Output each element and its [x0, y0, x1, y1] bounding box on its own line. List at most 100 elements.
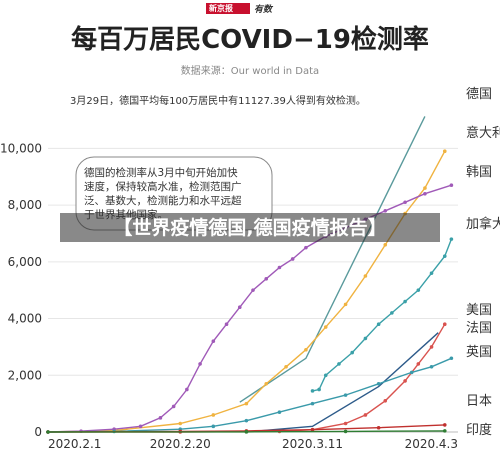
data-point [449, 356, 454, 361]
data-point [310, 427, 315, 432]
banner-background [60, 213, 440, 242]
series-line [47, 357, 452, 433]
data-point [363, 274, 368, 278]
country-label-italy: 意大利 [466, 125, 500, 141]
data-point [337, 362, 341, 366]
data-point [304, 347, 308, 352]
data-point [244, 418, 249, 423]
logo-text: 新京报 [209, 3, 233, 13]
data-point [350, 350, 354, 355]
data-point [442, 149, 447, 153]
series-line [48, 323, 446, 433]
data-point [264, 277, 269, 281]
data-point [383, 243, 388, 247]
data-point [343, 429, 348, 434]
annotation-line-2: 速度，保持较高水准，检测范围广 [84, 180, 242, 193]
series-france [246, 332, 439, 433]
data-point [376, 322, 381, 327]
logo: 新京报 有数 [206, 3, 274, 15]
x-tick-label: 2020.4.3 [405, 437, 458, 451]
series-usa [46, 322, 447, 434]
data-point [158, 416, 163, 420]
data-point [211, 424, 216, 429]
data-point [409, 370, 414, 375]
logo-badge [206, 3, 250, 14]
data-point [442, 254, 447, 258]
data-point [416, 362, 421, 366]
data-source: 数据来源：Our world in Data [181, 64, 319, 77]
data-point [416, 288, 421, 292]
data-point [376, 381, 381, 386]
data-point [403, 200, 407, 205]
x-tick-label: 2020.2.1 [48, 437, 101, 451]
data-point [290, 257, 295, 261]
data-point [429, 364, 434, 369]
country-label-india: 印度 [466, 422, 492, 438]
data-point [304, 245, 308, 250]
data-point [46, 430, 50, 434]
x-tick-label: 2020.2.20 [150, 437, 211, 451]
annotation-line-3: 泛、基数大，检测能力和水平远超 [84, 194, 242, 207]
y-tick-label: 6,000 [8, 255, 42, 269]
y-tick-label: 2,000 [8, 368, 42, 382]
series-canada [310, 237, 454, 393]
data-point [390, 311, 394, 315]
data-point [310, 401, 315, 406]
country-label-france: 法国 [466, 321, 492, 336]
data-point [442, 429, 447, 433]
top-annotation: 3月29日，德国平均每100万居民中有11127.39人得到有效检测。 [70, 94, 366, 107]
y-tick-label: 8,000 [8, 198, 42, 212]
data-point [423, 191, 427, 196]
data-point [244, 401, 249, 406]
data-point [237, 305, 242, 310]
country-label-korea: 韩国 [466, 165, 492, 180]
x-axis-ticks: 2020.2.1 2020.2.20 2020.3.11 2020.4.3 [48, 437, 458, 451]
data-point [277, 410, 282, 414]
data-point [264, 381, 269, 386]
series-group [46, 116, 454, 434]
series-germany [239, 116, 426, 403]
data-point [310, 389, 315, 393]
data-point [383, 208, 388, 213]
data-point [429, 271, 434, 275]
data-point [376, 425, 381, 430]
country-label-usa: 美国 [466, 303, 492, 318]
data-point [171, 404, 176, 409]
data-point [284, 364, 288, 369]
data-point [178, 421, 183, 426]
data-point [383, 399, 388, 403]
data-point [403, 299, 407, 304]
country-label-uk: 英国 [466, 345, 492, 360]
data-point [343, 421, 348, 426]
series-line [47, 430, 445, 433]
data-point [343, 393, 348, 397]
country-label-japan: 日本 [466, 394, 492, 409]
y-axis-ticks: 0 2,000 4,000 6,000 8,000 10,000 [0, 141, 42, 439]
data-point [138, 424, 143, 429]
data-point [317, 387, 321, 392]
banner-text: 【世界疫情德国,德国疫情报告】 [113, 216, 386, 239]
data-point [323, 325, 328, 329]
overlay-banner: 【世界疫情德国,德国疫情报告】 [60, 213, 440, 242]
data-point [198, 362, 202, 366]
data-point [442, 322, 447, 327]
data-point [363, 413, 368, 417]
series-line [246, 332, 439, 433]
data-point [185, 387, 189, 392]
series-india [46, 429, 447, 434]
data-point [323, 373, 328, 378]
data-point [211, 413, 216, 417]
data-point [211, 339, 216, 344]
y-tick-label: 10,000 [0, 141, 42, 155]
y-tick-label: 0 [34, 425, 42, 439]
country-label-germany: 德国 [466, 87, 492, 102]
data-point [343, 302, 348, 307]
data-point [429, 345, 434, 349]
x-tick-label: 2020.3.11 [282, 437, 343, 451]
series-line [239, 116, 426, 403]
data-point [244, 430, 249, 434]
annotation-line-1: 德国的检测率从3月中旬开始加快 [84, 166, 238, 179]
y-tick-label: 4,000 [8, 312, 42, 326]
